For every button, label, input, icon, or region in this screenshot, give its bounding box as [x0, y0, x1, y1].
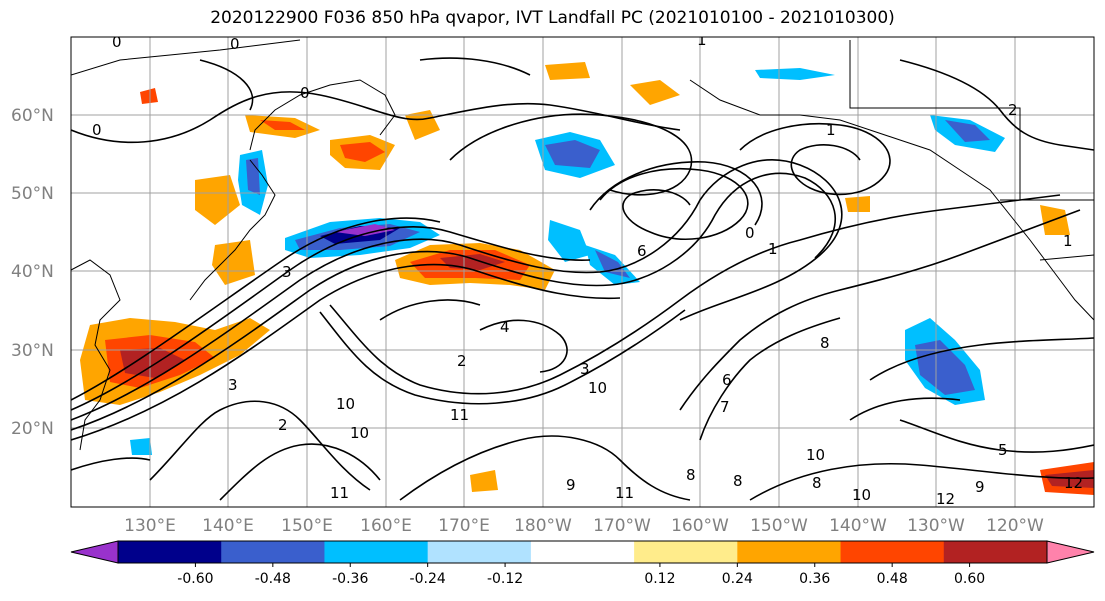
lon-label-150e: 150°E: [281, 516, 333, 536]
lon-label-160w: 160°W: [671, 516, 729, 536]
contour-label: 0: [112, 33, 122, 51]
contour-label: 1: [697, 31, 707, 49]
contour-label: 0: [300, 84, 310, 102]
colorbar-tick-label: 0.24: [722, 571, 753, 587]
contour-label: 1: [826, 121, 836, 139]
contour-label: 8: [820, 334, 830, 352]
contour-label: 3: [580, 360, 590, 378]
lon-label-140w: 140°W: [829, 516, 887, 536]
lat-label-20n: 20°N: [11, 419, 54, 439]
ivt-contours: [71, 57, 1094, 501]
colorbar-segment: [943, 541, 1048, 563]
contour-label: 10: [588, 379, 607, 397]
lon-label-170w: 170°W: [593, 516, 651, 536]
contour-label: 9: [566, 476, 576, 494]
colorbar-segment: [118, 541, 222, 563]
contour-label: 4: [500, 318, 510, 336]
lon-label-150w: 150°W: [750, 516, 808, 536]
lon-label-140e: 140°E: [202, 516, 254, 536]
contour-label: 0: [92, 121, 102, 139]
colorbar-tick-label: -0.60: [177, 571, 213, 587]
colorbar-tick-label: -0.24: [410, 571, 446, 587]
colorbar-ticks: -0.60 -0.48 -0.36 -0.24 -0.12 0.12 0.24 0.36 0.4…: [177, 563, 985, 587]
lon-label-130w: 130°W: [907, 516, 965, 536]
lat-label-60n: 60°N: [11, 106, 54, 126]
contour-label: 8: [812, 474, 822, 492]
colorbar-tick-label: -0.48: [255, 571, 291, 587]
contour-label: 2: [1008, 101, 1018, 119]
contour-label: 1: [1063, 232, 1073, 250]
contour-label: 11: [330, 484, 349, 502]
lon-label-120w: 120°W: [986, 516, 1044, 536]
colorbar-tick-label: 0.12: [644, 571, 675, 587]
contour-label: 0: [230, 35, 240, 53]
contour-label: 0: [745, 224, 755, 242]
lon-label-130e: 130°E: [124, 516, 176, 536]
contour-label: 7: [720, 398, 730, 416]
colorbar-segment: [737, 541, 842, 563]
colorbar-tick-label: 0.60: [954, 571, 985, 587]
contour-label: 5: [998, 441, 1008, 459]
contour-label: 11: [615, 484, 634, 502]
contour-labels: 0 0 0 0 0 1 1 1 2 2 2 3 3 3 4 5 6 6 7 8 …: [92, 31, 1083, 508]
contour-label: 8: [733, 472, 743, 490]
contour-label: 1: [768, 240, 778, 258]
colorbar-segment: [324, 541, 429, 563]
contour-label: 3: [282, 263, 292, 281]
contour-label: 10: [806, 446, 825, 464]
contour-label: 3: [228, 376, 238, 394]
contour-label: 12: [1064, 474, 1083, 492]
colorbar-tick-label: 0.36: [799, 571, 830, 587]
contour-label: 11: [450, 406, 469, 424]
contour-label: 6: [722, 371, 732, 389]
latitude-labels: 60°N 50°N 40°N 30°N 20°N: [11, 106, 54, 439]
colorbar-tick-label: -0.36: [332, 571, 368, 587]
lon-label-170e: 170°E: [438, 516, 490, 536]
colorbar: [70, 540, 1095, 564]
colorbar-segment: [427, 541, 532, 563]
colorbar-segment: [221, 541, 325, 563]
lat-label-50n: 50°N: [11, 184, 54, 204]
colorbar-segment: [530, 541, 635, 563]
colorbar-tick-label: 0.48: [877, 571, 908, 587]
map-content: 0 0 0 0 0 1 1 1 2 2 2 3 3 3 4 5 6 6 7 8 …: [71, 31, 1094, 508]
lat-label-40n: 40°N: [11, 262, 54, 282]
contour-label: 8: [686, 466, 696, 484]
colorbar-extend-low: [70, 540, 119, 564]
longitude-labels: 130°E 140°E 150°E 160°E 170°E 180°W 170°…: [124, 516, 1044, 536]
colorbar-segment: [840, 541, 945, 563]
map-frame: [70, 36, 1095, 508]
lon-label-180w: 180°W: [514, 516, 572, 536]
lon-label-160e: 160°E: [360, 516, 412, 536]
lat-label-30n: 30°N: [11, 341, 54, 361]
colorbar-outline: [117, 540, 1048, 564]
contour-label: 2: [457, 352, 467, 370]
colorbar-extend-high: [1046, 540, 1095, 564]
contour-label: 6: [637, 242, 647, 260]
contour-label: 10: [336, 395, 355, 413]
contour-label: 2: [278, 416, 288, 434]
contour-label: 9: [975, 478, 985, 496]
contour-label: 12: [936, 490, 955, 508]
graticule: [71, 37, 1094, 507]
contour-label: 10: [852, 486, 871, 504]
colorbar-segment: [634, 541, 738, 563]
contour-label: 10: [350, 424, 369, 442]
map-title: 2020122900 F036 850 hPa qvapor, IVT Land…: [210, 8, 895, 28]
coastlines: [71, 39, 1094, 451]
colorbar-tick-label: -0.12: [487, 571, 523, 587]
